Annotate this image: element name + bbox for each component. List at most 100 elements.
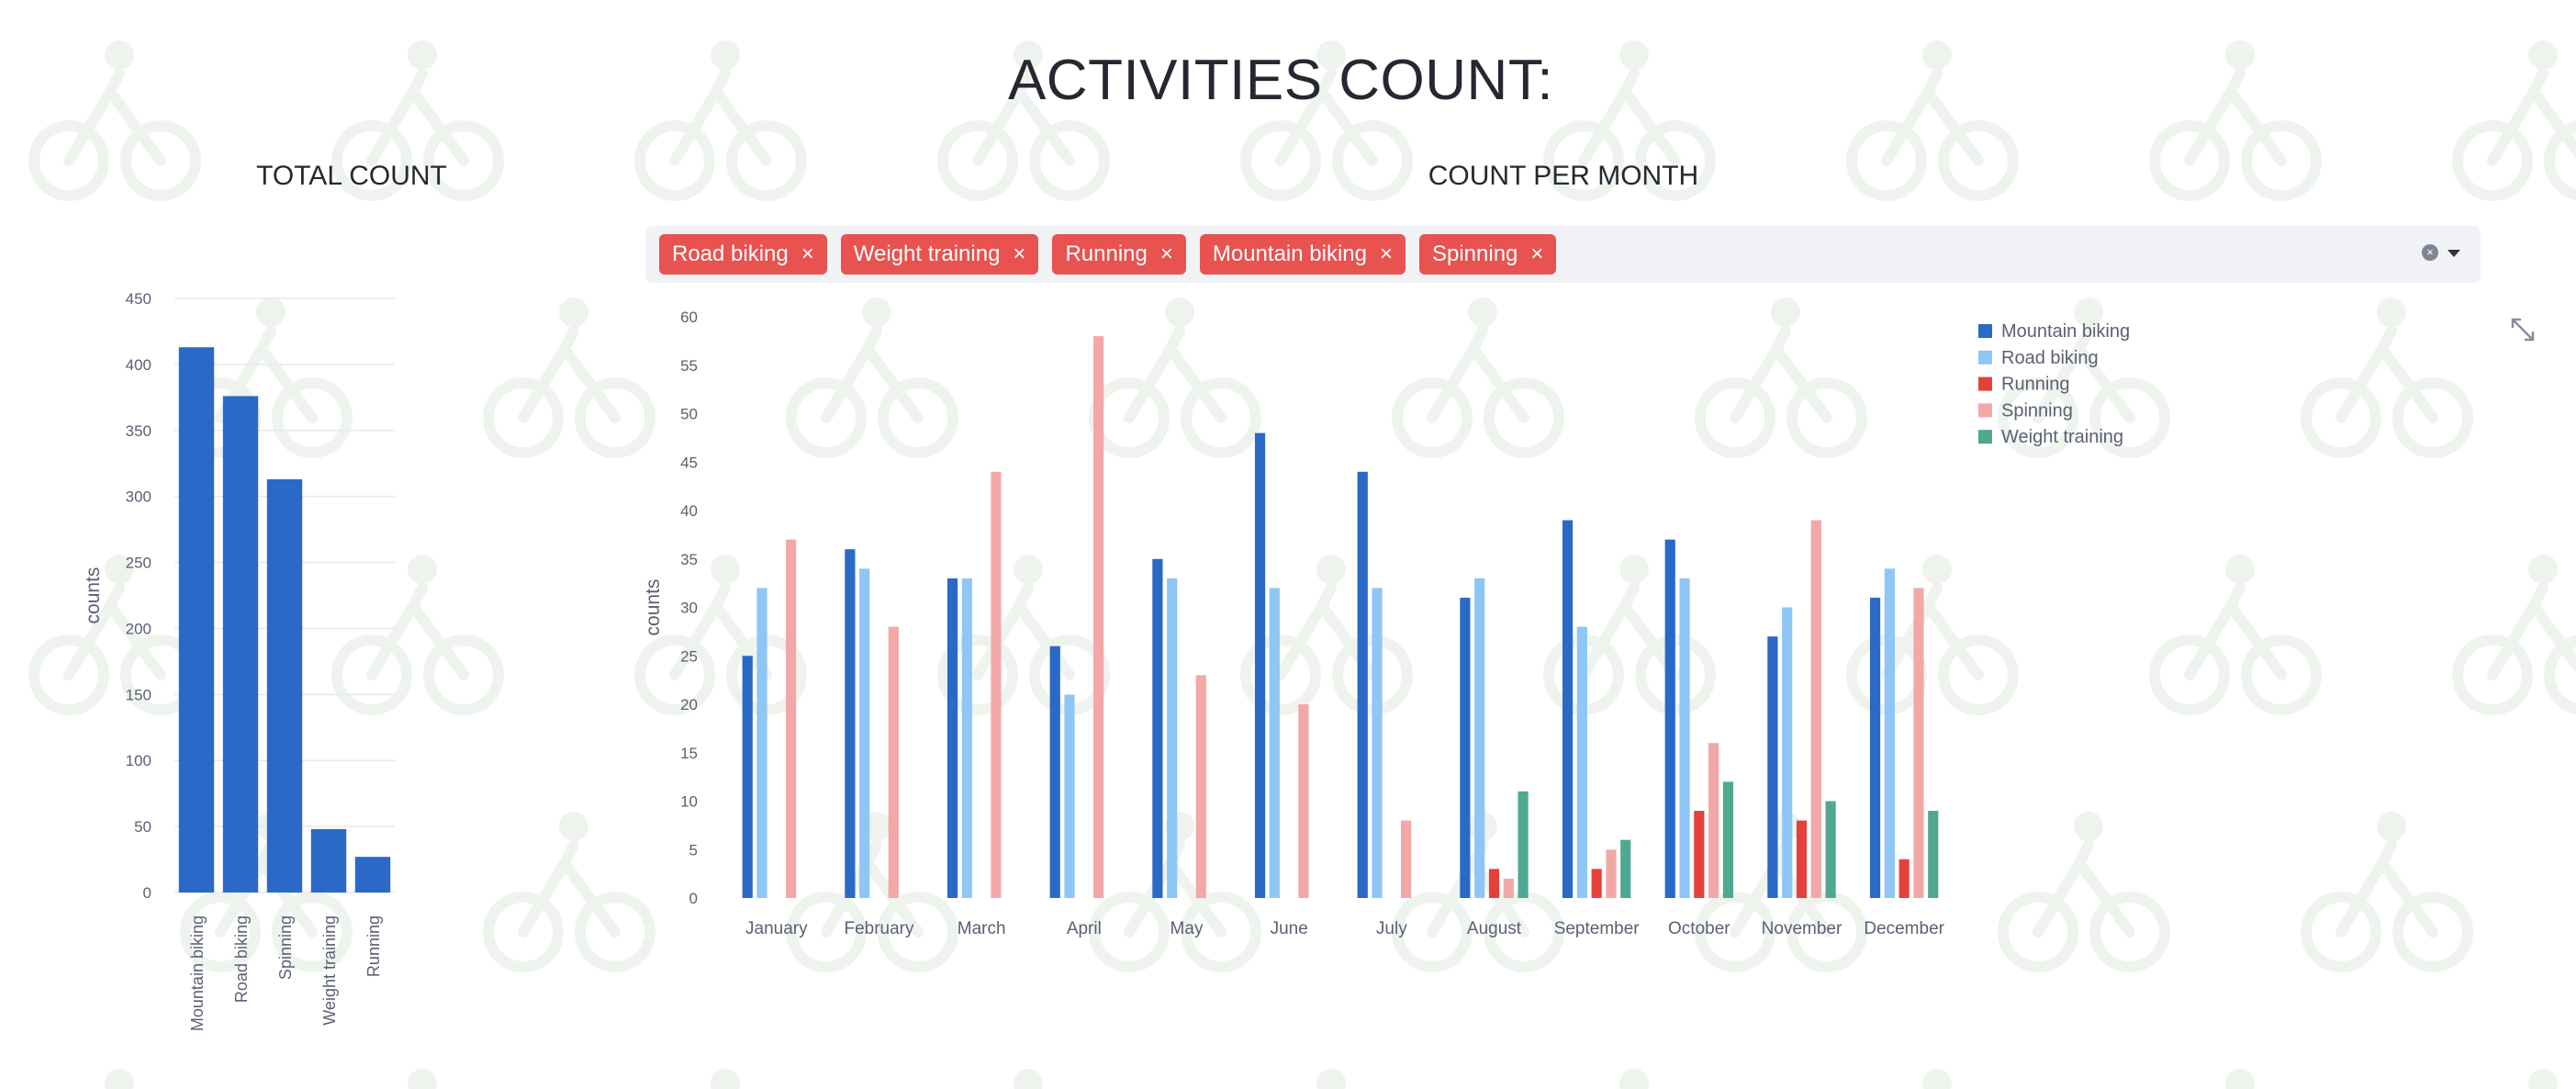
wheel-shape [2089, 892, 2170, 972]
activity-figure-watermark [483, 298, 655, 458]
head-shape [408, 40, 437, 70]
wheel-shape [1392, 892, 1473, 972]
x-tick-label: January [745, 919, 808, 938]
wheel-shape [120, 120, 201, 201]
body-shape [63, 68, 166, 166]
wheel-shape [786, 377, 867, 458]
chip-running[interactable]: Running × [1052, 234, 1186, 275]
activity-figure-watermark [28, 40, 201, 201]
head-shape [711, 555, 740, 584]
remove-chip-icon[interactable]: × [1159, 241, 1173, 266]
bar-weight-training-december [1928, 811, 1939, 898]
x-tick-label: Mountain biking [188, 915, 207, 1031]
wheel-shape [878, 892, 958, 972]
x-tick-label: August [1467, 919, 1522, 938]
chip-label: Mountain biking [1212, 241, 1367, 266]
chip-weight-training[interactable]: Weight training × [840, 234, 1039, 275]
body-shape [1730, 325, 1832, 423]
chip-spinning[interactable]: Spinning × [1418, 234, 1557, 275]
total-count-chart: 0 50 100 150 200 250 300 350 400 450 counts Mountai… [83, 290, 395, 1031]
body-shape [1578, 68, 1681, 166]
y-tick-label: 350 [126, 422, 151, 440]
bar-running-november [1796, 820, 1808, 898]
legend-label: Running [2001, 375, 2070, 395]
bar-spinning-april [1093, 336, 1104, 899]
x-tick-label: July [1376, 919, 1407, 938]
head-shape [2074, 298, 2103, 327]
legend-label: Mountain biking [2001, 321, 2130, 342]
wheel-shape [937, 120, 1018, 201]
body-shape [669, 582, 772, 680]
wheel-shape [634, 634, 715, 715]
y-tick-label: 20 [680, 696, 698, 713]
chip-label: Spinning [1431, 241, 1518, 266]
wheel-shape [483, 892, 564, 972]
legend-swatch-running [1978, 376, 1992, 391]
body-shape [821, 325, 924, 423]
wheel-shape [1695, 377, 1775, 458]
wheel-shape [2301, 377, 2381, 458]
wheel-shape [1846, 120, 1927, 201]
head-shape [1619, 40, 1649, 70]
wheel-shape [331, 120, 412, 201]
body-shape [63, 582, 166, 680]
remove-chip-icon[interactable]: × [1013, 241, 1026, 266]
wheel-shape [331, 634, 412, 715]
remove-chip-icon[interactable]: × [1530, 241, 1544, 266]
bar-road-biking-november [1782, 607, 1793, 898]
activity-figure-watermark [937, 40, 1110, 201]
wheel-shape [1695, 892, 1775, 972]
activity-figure-watermark [711, 1069, 740, 1089]
body-shape [1881, 582, 1984, 680]
head-shape [1014, 40, 1043, 70]
clear-circle-icon[interactable]: × [2422, 244, 2438, 261]
chip-mountain-biking[interactable]: Mountain biking × [1199, 234, 1406, 275]
y-tick-label: 40 [680, 502, 698, 520]
y-tick-label: 35 [680, 551, 698, 568]
bar-weight-training [310, 828, 347, 893]
activity-figure-watermark [1695, 298, 1867, 458]
activity-figure-watermark [2452, 555, 2576, 715]
activity-figure-watermark [2301, 298, 2473, 458]
legend-swatch-weight-training [1978, 430, 1992, 444]
remove-chip-icon[interactable]: × [801, 241, 814, 266]
y-tick-label: 300 [126, 488, 151, 506]
head-shape [1619, 555, 1649, 584]
body-shape [2184, 68, 2287, 166]
remove-chip-icon[interactable]: × [1379, 241, 1393, 266]
activity-figure-watermark [2225, 1069, 2255, 1089]
activity-figure-watermark [1998, 812, 2170, 972]
wheel-shape [2452, 634, 2533, 715]
bar-road-biking-september [1576, 626, 1587, 898]
activity-multiselect[interactable]: Road biking × Weight training × Running … [645, 226, 2481, 283]
bar-mountain-biking-august [1460, 597, 1471, 898]
wheel-shape [1938, 120, 2019, 201]
bar-spinning-december [1913, 588, 1924, 898]
activity-figure-watermark [331, 40, 504, 201]
y-tick-label: 15 [680, 745, 698, 762]
y-tick-label: 0 [689, 890, 698, 907]
head-shape [1014, 555, 1043, 584]
head-shape [2528, 555, 2558, 584]
fullscreen-expand-icon[interactable] [2509, 316, 2537, 343]
wheel-shape [2149, 634, 2230, 715]
bar-spinning-november [1810, 520, 1821, 898]
x-tick-label: Spinning [276, 915, 295, 980]
legend-swatch-mountain-biking [1978, 324, 1992, 338]
bar-weight-training-november [1825, 801, 1836, 898]
chevron-down-icon[interactable] [2447, 250, 2460, 257]
chip-road-biking[interactable]: Road biking × [659, 234, 827, 275]
body-shape [215, 325, 318, 423]
bar-road-biking-august [1474, 578, 1485, 898]
activity-figure-watermark [1089, 298, 1261, 458]
head-shape [711, 1069, 740, 1089]
bar-mountain-biking-december [1869, 597, 1881, 898]
head-shape [1165, 298, 1194, 327]
wheel-shape [2392, 377, 2473, 458]
wheel-shape [1484, 377, 1564, 458]
body-shape [366, 68, 469, 166]
wheel-shape [786, 892, 867, 972]
body-shape [2033, 839, 2135, 937]
y-tick-label: 200 [126, 620, 151, 637]
